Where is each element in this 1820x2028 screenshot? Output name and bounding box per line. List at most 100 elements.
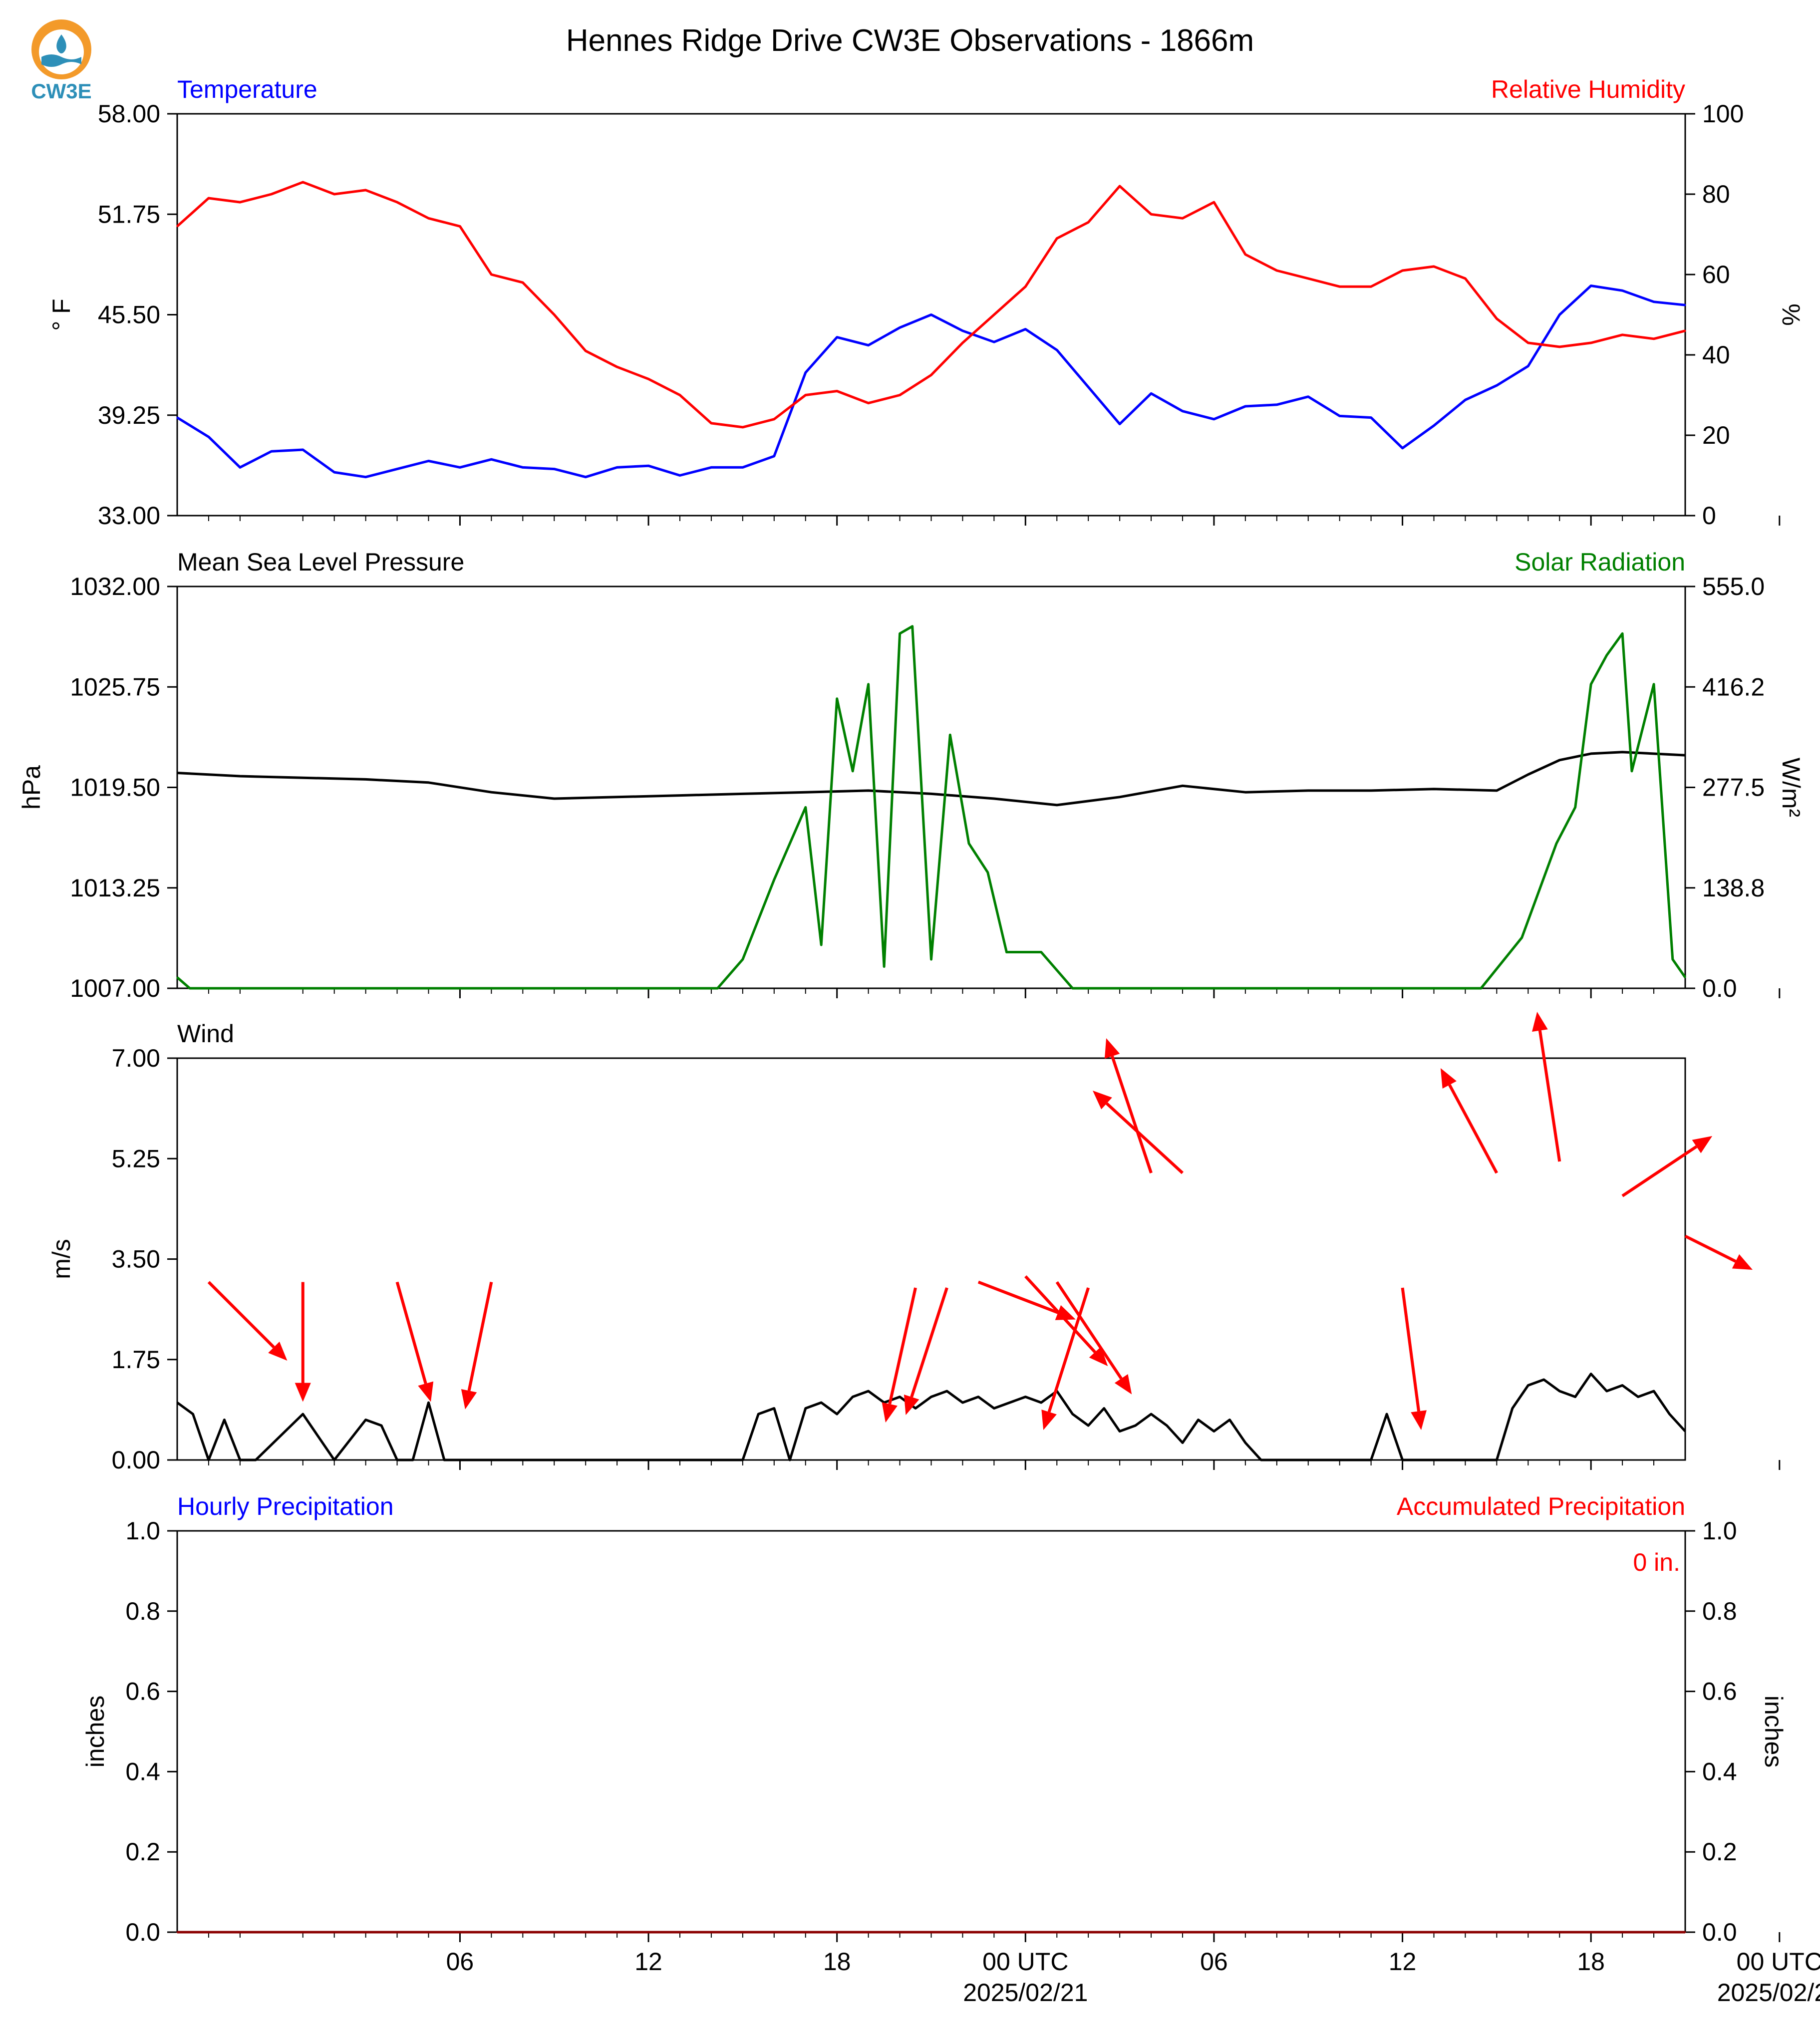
data-point — [1480, 987, 1482, 989]
data-point — [1072, 987, 1074, 989]
data-point — [647, 987, 649, 989]
data-point — [428, 217, 429, 219]
data-point — [255, 1459, 257, 1461]
data-point — [176, 772, 178, 774]
y-right-tick-label: 0.8 — [1702, 1597, 1737, 1625]
y-left-tick-label: 33.00 — [98, 502, 160, 530]
data-point — [710, 422, 712, 424]
data-point — [1276, 404, 1278, 406]
wind-arrow-shaft — [1105, 1102, 1184, 1174]
data-point — [1072, 1413, 1074, 1415]
data-point — [1684, 1431, 1686, 1432]
data-point — [459, 466, 461, 468]
data-point — [333, 1459, 335, 1461]
data-point — [428, 782, 429, 784]
wind-arrow-head — [295, 1383, 311, 1402]
data-point — [1307, 396, 1309, 398]
data-point — [852, 1396, 854, 1398]
series-line — [176, 1373, 1686, 1461]
series-line — [176, 181, 1686, 429]
data-point — [742, 1459, 744, 1461]
data-point — [742, 466, 744, 468]
data-point — [1433, 425, 1435, 427]
y-right-tick-label: 277.5 — [1702, 774, 1765, 802]
panel-temperature_humidity: 33.00 39.25 45.50 51.75 58.00 0 20 40 60 80 100 Tem… — [47, 75, 1805, 530]
data-point — [208, 436, 210, 438]
data-point — [428, 1402, 429, 1404]
data-point — [271, 450, 273, 452]
wind-arrow-head — [418, 1381, 434, 1402]
data-point — [616, 796, 618, 798]
wind-arrow-shaft — [977, 1280, 1059, 1314]
data-point — [1684, 330, 1686, 332]
data-point — [1119, 1431, 1121, 1432]
data-point — [1496, 318, 1498, 320]
data-point — [805, 371, 807, 373]
data-point — [1213, 201, 1215, 203]
data-point — [805, 791, 807, 793]
data-point — [1464, 399, 1466, 401]
wind-arrow-shaft — [1538, 1030, 1561, 1162]
data-point — [1590, 1373, 1592, 1375]
data-point — [1370, 417, 1372, 419]
plot-frame — [176, 1057, 1686, 1461]
data-point — [977, 1396, 979, 1398]
data-point — [1103, 1408, 1105, 1409]
data-point — [1527, 365, 1529, 367]
data-point — [930, 1396, 932, 1398]
data-point — [868, 790, 870, 792]
y-left-axis-label: ° F — [47, 298, 75, 330]
data-point — [223, 1419, 225, 1421]
data-point — [914, 1408, 916, 1409]
data-point — [302, 777, 304, 779]
data-point — [1119, 796, 1121, 798]
data-point — [1621, 1385, 1623, 1386]
data-point — [1307, 790, 1309, 792]
data-point — [490, 274, 492, 276]
data-point — [852, 770, 854, 772]
x-tick-label: 18 — [823, 1948, 851, 1976]
panel-left-title: Mean Sea Level Pressure — [177, 548, 464, 576]
data-point — [1637, 1396, 1639, 1398]
data-point — [1056, 349, 1058, 351]
data-point — [757, 1413, 759, 1415]
panel-right-title: Relative Humidity — [1491, 75, 1685, 103]
data-point — [1606, 1390, 1608, 1392]
data-point — [1527, 774, 1529, 776]
data-point — [789, 1459, 791, 1461]
y-right-axis-label: W/m² — [1777, 758, 1805, 817]
wind-arrow-head — [1440, 1068, 1457, 1089]
wind-arrow-shaft — [1047, 1287, 1090, 1413]
data-point — [380, 1425, 382, 1427]
y-right-tick-label: 100 — [1702, 100, 1744, 128]
data-point — [585, 350, 587, 352]
data-point — [946, 1390, 948, 1392]
data-point — [459, 225, 461, 227]
wind-arrow-head — [1692, 1136, 1713, 1154]
data-point — [1672, 958, 1674, 960]
wind-arrow-shaft — [1024, 1275, 1096, 1354]
data-point — [176, 417, 178, 419]
y-left-tick-label: 1019.50 — [70, 774, 160, 802]
y-right-tick-label: 0.0 — [1702, 1918, 1737, 1946]
logo-text: CW3E — [31, 79, 91, 103]
data-point — [1370, 286, 1372, 288]
x-date-label: 2025/02/22 — [1717, 1979, 1820, 2007]
data-point — [1590, 342, 1592, 344]
data-point — [1087, 386, 1089, 388]
data-point — [1496, 1459, 1498, 1461]
data-point — [1402, 1459, 1404, 1461]
data-point — [1684, 976, 1686, 978]
data-point — [1433, 1459, 1435, 1461]
wind-arrow-shaft — [888, 1287, 917, 1405]
y-left-tick-label: 0.2 — [125, 1838, 160, 1866]
data-point — [396, 987, 398, 989]
data-point — [1558, 314, 1560, 315]
y-left-tick-label: 45.50 — [98, 301, 160, 329]
wind-arrow-shaft — [1401, 1287, 1421, 1412]
y-left-tick-label: 0.0 — [125, 1918, 160, 1946]
data-point — [1512, 1408, 1514, 1409]
data-point — [647, 465, 649, 467]
data-point — [679, 394, 681, 396]
data-point — [1339, 415, 1341, 417]
